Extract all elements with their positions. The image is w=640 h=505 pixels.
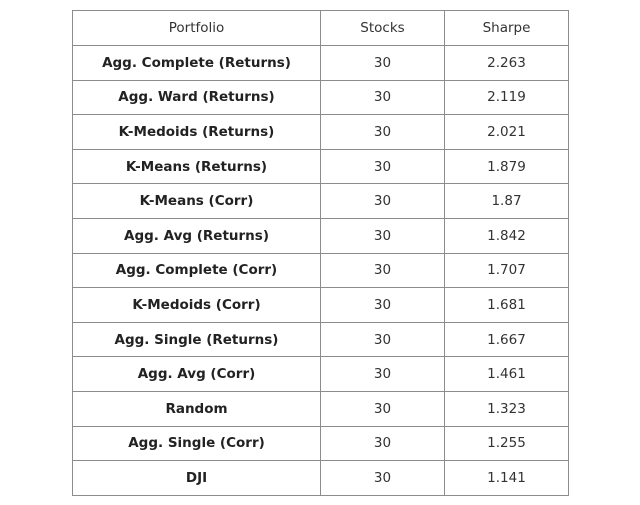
table-body: Agg. Complete (Returns) 30 2.263 Agg. Wa… (72, 45, 569, 496)
results-table-container: Portfolio Stocks Sharpe Agg. Complete (R… (72, 10, 569, 496)
stocks-cell: 30 (320, 183, 445, 219)
sharpe-cell: 1.141 (444, 460, 569, 496)
sharpe-cell: 1.879 (444, 148, 569, 185)
table-header: Portfolio Stocks Sharpe (72, 10, 569, 46)
stocks-cell: 30 (320, 390, 445, 427)
column-header-sharpe: Sharpe (444, 10, 569, 46)
stocks-cell: 30 (320, 287, 445, 323)
table-row: K-Means (Returns) 30 1.879 (72, 148, 569, 185)
sharpe-cell: 1.87 (444, 183, 569, 219)
table-row: Agg. Ward (Returns) 30 2.119 (72, 79, 569, 116)
sharpe-cell: 2.263 (444, 45, 569, 81)
sharpe-ratio-table: Portfolio Stocks Sharpe Agg. Complete (R… (72, 10, 569, 496)
table-row: Agg. Single (Returns) 30 1.667 (72, 321, 569, 358)
sharpe-cell: 1.255 (444, 425, 569, 462)
column-header-portfolio: Portfolio (72, 10, 321, 46)
stocks-cell: 30 (320, 252, 445, 289)
portfolio-cell: K-Means (Corr) (72, 183, 321, 219)
sharpe-cell: 1.461 (444, 356, 569, 392)
sharpe-cell: 2.021 (444, 114, 569, 150)
table-row: DJI 30 1.141 (72, 460, 569, 496)
table-row: Agg. Complete (Corr) 30 1.707 (72, 252, 569, 289)
portfolio-cell: K-Medoids (Returns) (72, 114, 321, 150)
stocks-cell: 30 (320, 425, 445, 462)
header-row: Portfolio Stocks Sharpe (72, 10, 569, 46)
stocks-cell: 30 (320, 114, 445, 150)
sharpe-cell: 1.842 (444, 217, 569, 254)
stocks-cell: 30 (320, 356, 445, 392)
table-row: K-Means (Corr) 30 1.87 (72, 183, 569, 219)
sharpe-cell: 1.707 (444, 252, 569, 289)
portfolio-cell: Random (72, 390, 321, 427)
sharpe-cell: 2.119 (444, 79, 569, 116)
stocks-cell: 30 (320, 217, 445, 254)
stocks-cell: 30 (320, 79, 445, 116)
table-row: K-Medoids (Returns) 30 2.021 (72, 114, 569, 150)
column-header-stocks: Stocks (320, 10, 445, 46)
portfolio-cell: K-Medoids (Corr) (72, 287, 321, 323)
portfolio-cell: Agg. Avg (Corr) (72, 356, 321, 392)
stocks-cell: 30 (320, 148, 445, 185)
stocks-cell: 30 (320, 321, 445, 358)
stocks-cell: 30 (320, 460, 445, 496)
table-row: Agg. Avg (Corr) 30 1.461 (72, 356, 569, 392)
table-row: Agg. Single (Corr) 30 1.255 (72, 425, 569, 462)
sharpe-cell: 1.667 (444, 321, 569, 358)
portfolio-cell: Agg. Single (Returns) (72, 321, 321, 358)
sharpe-cell: 1.323 (444, 390, 569, 427)
table-row: Random 30 1.323 (72, 390, 569, 427)
portfolio-cell: Agg. Complete (Corr) (72, 252, 321, 289)
table-row: K-Medoids (Corr) 30 1.681 (72, 287, 569, 323)
portfolio-cell: Agg. Ward (Returns) (72, 79, 321, 116)
portfolio-cell: Agg. Complete (Returns) (72, 45, 321, 81)
table-row: Agg. Complete (Returns) 30 2.263 (72, 45, 569, 81)
stocks-cell: 30 (320, 45, 445, 81)
sharpe-cell: 1.681 (444, 287, 569, 323)
portfolio-cell: Agg. Avg (Returns) (72, 217, 321, 254)
portfolio-cell: Agg. Single (Corr) (72, 425, 321, 462)
portfolio-cell: DJI (72, 460, 321, 496)
table-row: Agg. Avg (Returns) 30 1.842 (72, 217, 569, 254)
portfolio-cell: K-Means (Returns) (72, 148, 321, 185)
